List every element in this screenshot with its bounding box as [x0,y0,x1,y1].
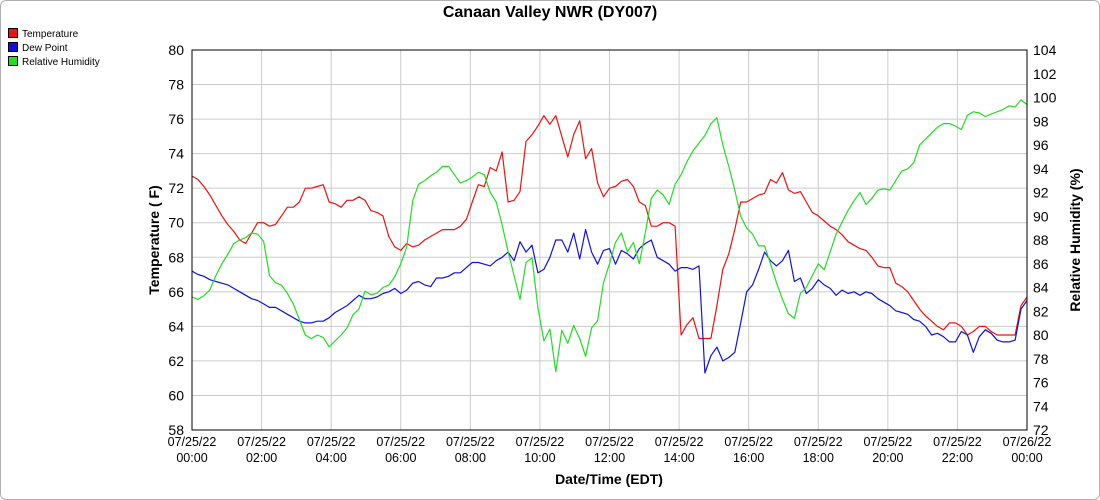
y-tick-label: 70 [168,215,184,231]
y2-tick-label: 78 [1033,351,1049,367]
y2-tick-label: 76 [1033,375,1049,391]
y2-tick-label: 84 [1033,280,1049,296]
axes: 58 60 62 64 66 68 70 72 74 76 78 80 72 74 76 78 80 82 84 86… [168,42,1057,465]
x-tick-time: 20:00 [872,451,903,465]
x-tick-date: 07/25/22 [237,435,286,449]
series-line-temperature [191,114,1028,340]
y2-tick-label: 74 [1033,398,1049,414]
x-tick-date: 07/25/22 [168,435,217,449]
y2-tick-label: 72 [1033,422,1049,438]
y2-tick-label: 80 [1033,327,1049,343]
plot-border [191,49,1028,431]
legend-item-dew-point: Dew Point [8,42,100,56]
x-tick-date: 07/25/22 [933,435,982,449]
x-tick-time: 00:00 [176,451,207,465]
y2-tick-label: 88 [1033,232,1049,248]
x-tick-time: 14:00 [663,451,694,465]
x-tick-time: 06:00 [385,451,416,465]
legend-label-temperature: Temperature [22,29,79,40]
y-tick-label: 80 [168,42,184,58]
series-line-relative-humidity [191,99,1028,373]
x-tick-time: 16:00 [733,451,764,465]
legend-item-temperature: Temperature [8,28,100,42]
y2-tick-label: 90 [1033,208,1049,224]
y2-tick-label: 96 [1033,137,1049,153]
x-tick-date: 07/26/22 [1003,435,1052,449]
x-tick-time: 10:00 [524,451,555,465]
y-tick-label: 62 [168,353,184,369]
legend-swatch-dew-point [8,42,18,52]
chart-title: Canaan Valley NWR (DY007) [442,4,658,21]
y-tick-label: 72 [168,180,184,196]
y2-tick-label: 82 [1033,303,1049,319]
y-tick-label: 60 [168,387,184,403]
y2-tick-label: 104 [1033,42,1057,58]
y2-tick-label: 98 [1033,113,1049,129]
legend-swatch-relative-humidity [8,56,18,66]
x-tick-date: 07/25/22 [655,435,704,449]
y-tick-label: 74 [168,146,184,162]
y-tick-label: 76 [168,111,184,127]
y2-tick-label: 94 [1033,161,1049,177]
x-tick-date: 07/25/22 [585,435,634,449]
x-tick-time: 08:00 [455,451,486,465]
x-tick-time: 04:00 [316,451,347,465]
x-tick-date: 07/25/22 [724,435,773,449]
y-tick-label: 68 [168,249,184,265]
y2-tick-label: 86 [1033,256,1049,272]
x-tick-date: 07/25/22 [794,435,843,449]
legend-label-relative-humidity: Relative Humidity [22,57,100,68]
x-tick-time: 00:00 [1011,451,1042,465]
x-tick-date: 07/25/22 [446,435,495,449]
x-tick-time: 18:00 [803,451,834,465]
x-tick-time: 22:00 [942,451,973,465]
x-tick-date: 07/25/22 [516,435,565,449]
x-tick-date: 07/25/22 [863,435,912,449]
y-tick-label: 66 [168,284,184,300]
y2-tick-label: 102 [1033,66,1057,82]
series-line-dew-point [191,229,1028,374]
x-tick-time: 02:00 [246,451,277,465]
y2-axis-title: Relative Humidity (%) [1067,168,1083,311]
x-axis-title: Date/Time (EDT) [555,471,663,487]
y2-tick-label: 92 [1033,185,1049,201]
legend-swatch-temperature [8,28,18,38]
legend-label-dew-point: Dew Point [22,43,68,54]
x-tick-date: 07/25/22 [307,435,356,449]
y-axis-title: Temperature ( F) [146,185,162,294]
y-tick-label: 58 [168,422,184,438]
x-tick-date: 07/25/22 [376,435,425,449]
legend: Temperature Dew Point Relative Humidity [8,28,100,70]
legend-item-relative-humidity: Relative Humidity [8,56,100,70]
series-layer [191,99,1028,374]
y-tick-label: 78 [168,77,184,93]
x-tick-time: 12:00 [594,451,625,465]
y-tick-label: 64 [168,318,184,334]
y2-tick-label: 100 [1033,90,1057,106]
grid [191,49,1028,431]
